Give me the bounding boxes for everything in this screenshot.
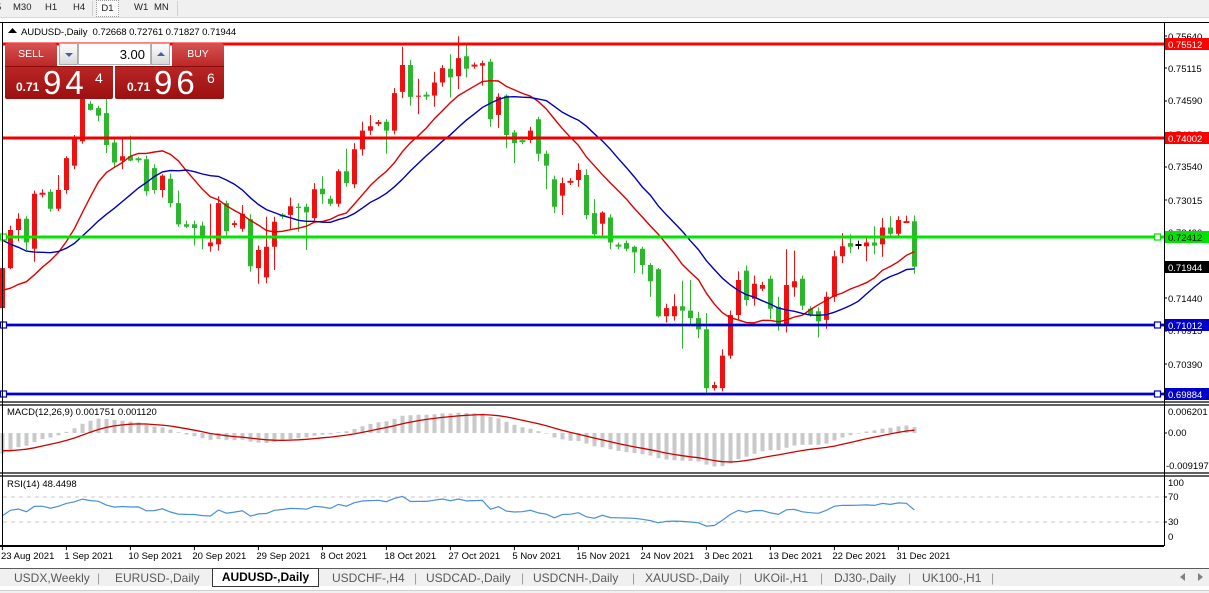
svg-text:30: 30	[1168, 517, 1179, 528]
svg-text:10 Sep 2021: 10 Sep 2021	[128, 551, 182, 562]
svg-text:22 Dec 2021: 22 Dec 2021	[832, 551, 886, 562]
svg-text:20 Sep 2021: 20 Sep 2021	[192, 551, 246, 562]
svg-text:0.71012: 0.71012	[1168, 321, 1202, 332]
svg-text:MACD(12,26,9) 0.001751 0.00112: MACD(12,26,9) 0.001751 0.001120	[7, 407, 157, 418]
svg-text:3 Dec 2021: 3 Dec 2021	[704, 551, 753, 562]
svg-text:15 Nov 2021: 15 Nov 2021	[576, 551, 630, 562]
svg-text:0.69884: 0.69884	[1168, 390, 1202, 401]
svg-text:0: 0	[1168, 532, 1173, 543]
svg-text:100: 100	[1168, 478, 1184, 489]
svg-text:23 Aug 2021: 23 Aug 2021	[1, 551, 54, 562]
svg-text:0.75512: 0.75512	[1168, 40, 1202, 51]
svg-text:0.75640: 0.75640	[1168, 32, 1202, 43]
svg-text:0.00: 0.00	[1168, 428, 1187, 439]
svg-text:70: 70	[1168, 492, 1179, 503]
svg-text:0.71944: 0.71944	[1168, 263, 1202, 274]
svg-text:13 Dec 2021: 13 Dec 2021	[768, 551, 822, 562]
svg-text:31 Dec 2021: 31 Dec 2021	[896, 551, 950, 562]
svg-text:0.73540: 0.73540	[1168, 162, 1202, 173]
svg-text:5 Nov 2021: 5 Nov 2021	[512, 551, 561, 562]
svg-text:24 Nov 2021: 24 Nov 2021	[640, 551, 694, 562]
svg-text:27 Oct 2021: 27 Oct 2021	[448, 551, 500, 562]
svg-text:0.70390: 0.70390	[1168, 360, 1202, 371]
svg-text:29 Sep 2021: 29 Sep 2021	[256, 551, 310, 562]
svg-text:0.72412: 0.72412	[1168, 233, 1202, 244]
svg-text:RSI(14) 48.4498: RSI(14) 48.4498	[7, 479, 77, 490]
svg-text:8 Oct 2021: 8 Oct 2021	[320, 551, 366, 562]
svg-text:0.74590: 0.74590	[1168, 96, 1202, 107]
svg-text:0.006201: 0.006201	[1168, 407, 1208, 418]
svg-text:0.71440: 0.71440	[1168, 294, 1202, 305]
svg-text:-0.009197: -0.009197	[1166, 461, 1209, 472]
svg-text:0.74002: 0.74002	[1168, 134, 1202, 145]
svg-text:0.73015: 0.73015	[1168, 196, 1202, 207]
svg-text:0.70915: 0.70915	[1168, 326, 1202, 337]
svg-text:AUDUSD-,Daily 0.72668 0.72761: AUDUSD-,Daily 0.72668 0.72761 0.71827 0.…	[21, 27, 237, 38]
svg-text:1 Sep 2021: 1 Sep 2021	[64, 551, 113, 562]
svg-text:18 Oct 2021: 18 Oct 2021	[384, 551, 436, 562]
svg-text:0.75115: 0.75115	[1168, 64, 1202, 75]
